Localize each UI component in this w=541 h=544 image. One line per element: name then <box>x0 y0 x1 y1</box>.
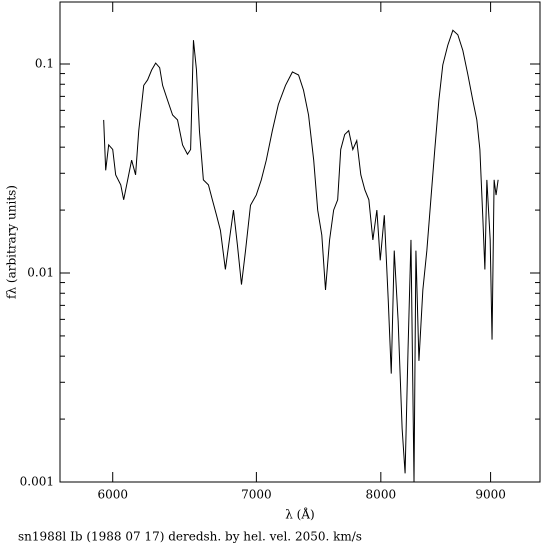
plot-frame <box>59 1 541 483</box>
y-tick-label: 0.01 <box>27 266 54 280</box>
y-axis-label: fλ (arbitrary units) <box>5 185 19 299</box>
y-tick-label: 0.001 <box>20 475 54 489</box>
caption: sn1988l Ib (1988 07 17) deredsh. by hel.… <box>18 530 362 544</box>
x-tick-label: 7000 <box>241 488 272 502</box>
x-tick-label: 8000 <box>366 488 397 502</box>
x-tick-label: 6000 <box>97 488 128 502</box>
x-axis-label: λ (Å) <box>285 507 314 522</box>
x-tick-label: 9000 <box>475 488 506 502</box>
spectrum-line <box>103 29 499 483</box>
y-tick-label: 0.1 <box>35 57 54 71</box>
